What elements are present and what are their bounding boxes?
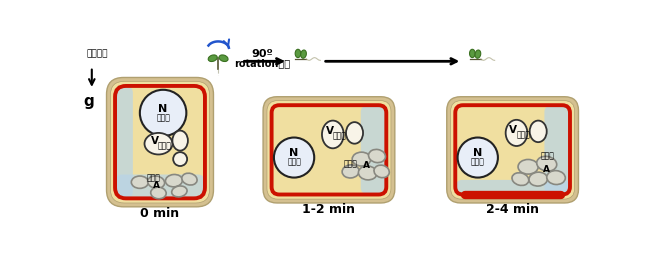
Ellipse shape: [131, 176, 148, 188]
Ellipse shape: [537, 156, 557, 171]
Ellipse shape: [352, 152, 371, 166]
FancyBboxPatch shape: [447, 97, 579, 203]
Text: g: g: [83, 94, 94, 109]
Text: 淠粉体: 淠粉体: [344, 159, 358, 168]
Ellipse shape: [529, 172, 548, 186]
Text: 细胞核: 细胞核: [287, 158, 301, 167]
FancyBboxPatch shape: [451, 101, 575, 199]
Ellipse shape: [358, 166, 377, 180]
Ellipse shape: [148, 176, 164, 189]
Text: 1-2 min: 1-2 min: [302, 203, 356, 217]
Text: 淠粉体: 淠粉体: [147, 174, 161, 183]
Text: V: V: [326, 126, 334, 136]
Ellipse shape: [219, 55, 228, 61]
Ellipse shape: [374, 165, 389, 178]
FancyBboxPatch shape: [110, 81, 210, 203]
Text: 淠粉体: 淠粉体: [541, 151, 554, 160]
Ellipse shape: [150, 187, 166, 199]
Ellipse shape: [301, 50, 306, 58]
Text: 90º: 90º: [251, 49, 273, 58]
FancyBboxPatch shape: [544, 106, 569, 194]
Ellipse shape: [512, 173, 529, 186]
Text: 小液泡: 小液泡: [158, 142, 172, 151]
FancyBboxPatch shape: [115, 175, 204, 198]
Ellipse shape: [166, 174, 182, 187]
Ellipse shape: [518, 159, 538, 174]
Ellipse shape: [172, 131, 188, 151]
Ellipse shape: [140, 90, 186, 136]
Text: 0 min: 0 min: [141, 207, 180, 220]
Text: A: A: [543, 164, 550, 174]
Text: 小液泡: 小液泡: [517, 130, 531, 139]
Ellipse shape: [208, 55, 217, 61]
Ellipse shape: [457, 138, 498, 178]
Text: N: N: [473, 148, 482, 158]
Text: 重力方向: 重力方向: [86, 49, 108, 58]
Text: 2-4 min: 2-4 min: [486, 203, 539, 217]
Text: N: N: [158, 104, 168, 114]
FancyBboxPatch shape: [263, 97, 395, 203]
Ellipse shape: [546, 171, 566, 184]
Ellipse shape: [346, 122, 363, 144]
Text: rotation旋转: rotation旋转: [234, 58, 290, 68]
FancyBboxPatch shape: [456, 180, 569, 194]
Ellipse shape: [172, 186, 187, 197]
Ellipse shape: [475, 50, 480, 58]
Text: 细胞核: 细胞核: [156, 114, 170, 123]
Text: V: V: [151, 136, 159, 146]
Text: A: A: [362, 161, 370, 170]
Ellipse shape: [322, 121, 344, 148]
FancyBboxPatch shape: [106, 77, 213, 207]
Text: N: N: [290, 148, 299, 158]
Ellipse shape: [173, 152, 187, 166]
Ellipse shape: [530, 121, 546, 142]
Ellipse shape: [274, 138, 314, 178]
Text: V: V: [510, 125, 517, 135]
Ellipse shape: [295, 49, 301, 58]
FancyBboxPatch shape: [115, 87, 133, 198]
Ellipse shape: [368, 150, 385, 163]
Text: A: A: [152, 181, 160, 190]
Text: 细胞核: 细胞核: [471, 158, 484, 167]
Ellipse shape: [469, 49, 475, 58]
Ellipse shape: [506, 120, 527, 146]
Ellipse shape: [182, 173, 197, 185]
FancyBboxPatch shape: [361, 106, 385, 194]
Text: 小液泡: 小液泡: [333, 131, 346, 140]
FancyBboxPatch shape: [267, 101, 391, 199]
Ellipse shape: [145, 133, 172, 155]
Ellipse shape: [342, 165, 359, 178]
